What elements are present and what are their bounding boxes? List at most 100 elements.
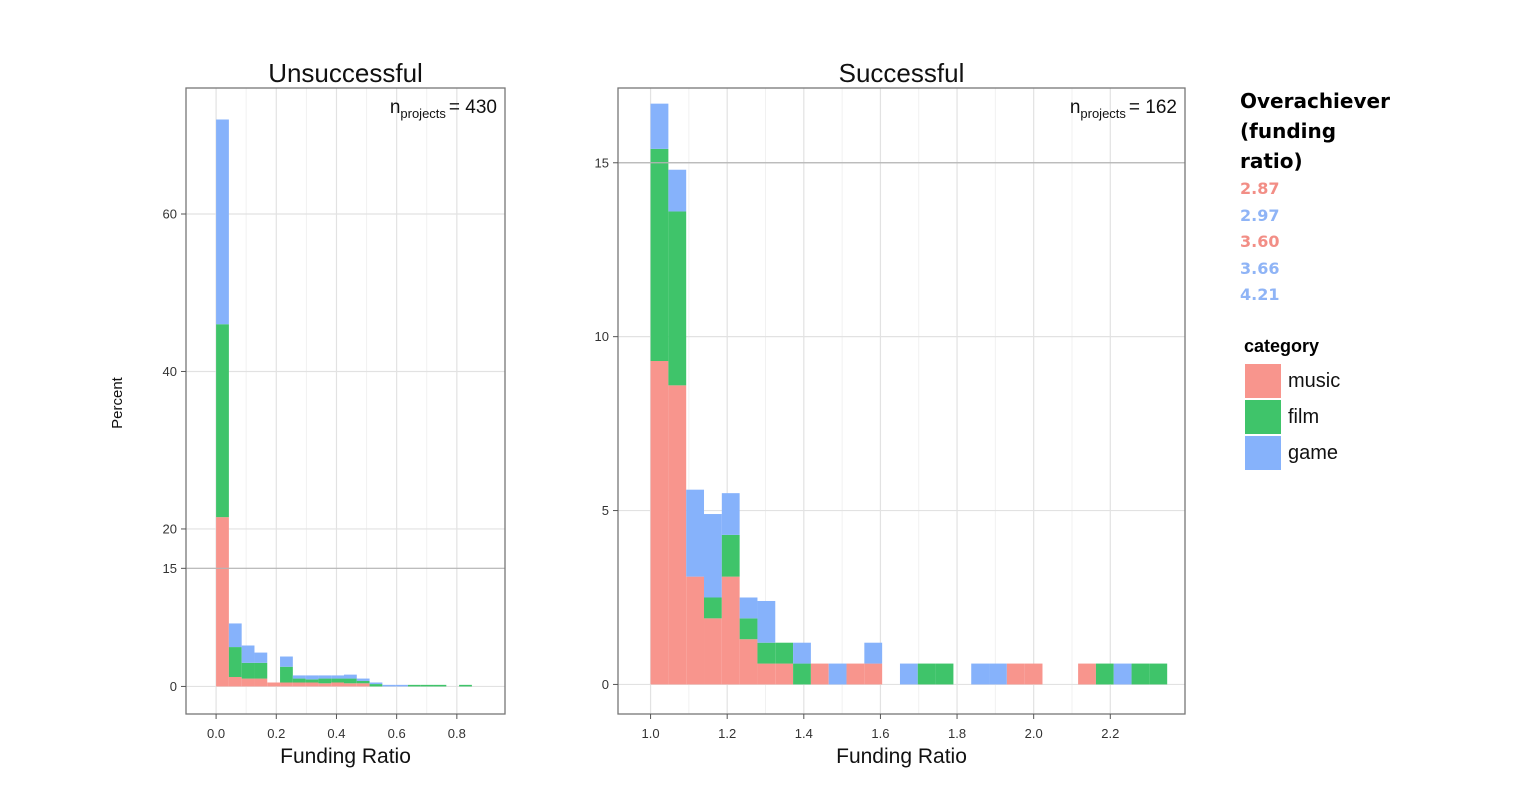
overachiever-value: 3.60	[1240, 232, 1280, 251]
panel-title: Unsuccessful	[268, 58, 423, 88]
bar-film	[793, 663, 811, 685]
bar-game	[864, 642, 883, 664]
y-tick-label: 15	[595, 155, 609, 170]
bar-film	[331, 678, 344, 683]
bar-film	[775, 642, 794, 664]
overachiever-value: 4.21	[1240, 285, 1280, 304]
overachiever-list: 2.87 2.97 3.60 3.66 4.21	[1240, 176, 1440, 309]
bar-music	[331, 682, 344, 687]
bar-music	[864, 663, 883, 685]
bar-game	[369, 682, 383, 685]
bar-game	[989, 663, 1007, 685]
y-tick-label: 15	[163, 561, 177, 576]
bar-music	[356, 683, 370, 687]
bar-game	[216, 119, 229, 325]
bar-film	[433, 684, 447, 687]
legend-label-game: game	[1288, 441, 1339, 464]
bar-game	[828, 663, 847, 685]
y-tick-label: 0	[602, 677, 609, 692]
bar-game	[343, 674, 357, 679]
bar-film	[459, 684, 472, 687]
bar-music	[228, 676, 242, 687]
bar-game	[254, 652, 268, 663]
bar-game	[757, 600, 776, 643]
bar-music	[280, 682, 293, 687]
bar-music	[1078, 663, 1096, 685]
bar-film	[935, 663, 954, 685]
bar-game	[241, 645, 255, 663]
category-legend: category music film game	[1244, 336, 1340, 471]
y-tick-label: 5	[602, 503, 609, 518]
bar-film	[305, 679, 319, 683]
bar-game	[382, 684, 396, 687]
bar-music	[739, 639, 758, 685]
y-axis-label: Percent	[109, 376, 126, 429]
bar-game	[318, 675, 332, 679]
bar-music	[757, 663, 776, 685]
x-tick-label: 1.4	[795, 726, 813, 741]
x-axis-label: Funding Ratio	[280, 745, 411, 768]
bar-music	[292, 682, 306, 687]
bar-music	[318, 683, 332, 687]
legend-swatch-music	[1244, 363, 1282, 399]
bar-film	[369, 684, 383, 687]
x-tick-label: 0.8	[448, 726, 466, 741]
bar-film	[280, 666, 293, 683]
bar-music	[704, 618, 722, 685]
bar-game	[292, 675, 306, 679]
bar-game	[331, 675, 344, 679]
bar-music	[650, 361, 669, 685]
category-legend-title: category	[1244, 336, 1320, 356]
bar-film	[650, 148, 669, 362]
bar-film	[1149, 663, 1168, 685]
bar-game	[356, 678, 370, 681]
bar-music	[241, 678, 255, 687]
plot-background	[186, 88, 505, 714]
x-tick-label: 1.0	[642, 726, 660, 741]
y-tick-label: 40	[163, 364, 177, 379]
bar-music	[668, 385, 687, 685]
bar-game	[228, 623, 242, 648]
plot-border	[185, 87, 506, 715]
bar-music	[1006, 663, 1025, 685]
legend-entry-game: game	[1244, 435, 1340, 471]
bar-music	[254, 678, 268, 687]
n-projects-annotation: nprojects = 430	[390, 97, 497, 121]
x-tick-label: 0.0	[207, 726, 225, 741]
bar-game	[793, 642, 811, 664]
legend-entry-music: music	[1244, 363, 1340, 399]
bar-film	[216, 324, 229, 518]
bar-music	[216, 517, 229, 687]
x-tick-label: 0.2	[267, 726, 285, 741]
bar-film	[704, 597, 722, 619]
bar-film	[241, 662, 255, 679]
bar-game	[280, 656, 293, 667]
overachiever-legend: Overachiever (funding ratio) 2.87 2.97 3.6…	[1240, 86, 1440, 309]
bar-music	[305, 682, 319, 687]
y-tick-label: 10	[595, 329, 609, 344]
bar-game	[305, 675, 319, 680]
bar-game	[650, 103, 669, 149]
bar-music	[343, 683, 357, 687]
overachiever-title: Overachiever (funding ratio)	[1240, 89, 1390, 173]
panel-unsuccessful: 0.0 0.2 0.4 0.6 0.8 0 15 20 40 60 Unsuccessful Fund…	[109, 58, 506, 768]
bar-music	[775, 663, 794, 685]
x-tick-label: 2.2	[1101, 726, 1119, 741]
bar-game	[686, 489, 705, 577]
bar-game	[971, 663, 990, 685]
category-legend-list: music film game	[1244, 363, 1340, 471]
bar-music	[1024, 663, 1043, 685]
legend-swatch-film	[1244, 399, 1282, 435]
bar-game	[899, 663, 918, 685]
bar-music	[810, 663, 829, 685]
legend-label-film: film	[1288, 405, 1320, 428]
bar-film	[343, 678, 357, 684]
n-projects-annotation: nprojects = 162	[1070, 97, 1177, 121]
bar-game	[721, 493, 740, 535]
bar-game	[668, 169, 687, 212]
legend-entry-film: film	[1244, 399, 1340, 435]
y-tick-label: 20	[163, 521, 177, 536]
bar-film	[1131, 663, 1150, 685]
bar-game	[395, 684, 408, 687]
